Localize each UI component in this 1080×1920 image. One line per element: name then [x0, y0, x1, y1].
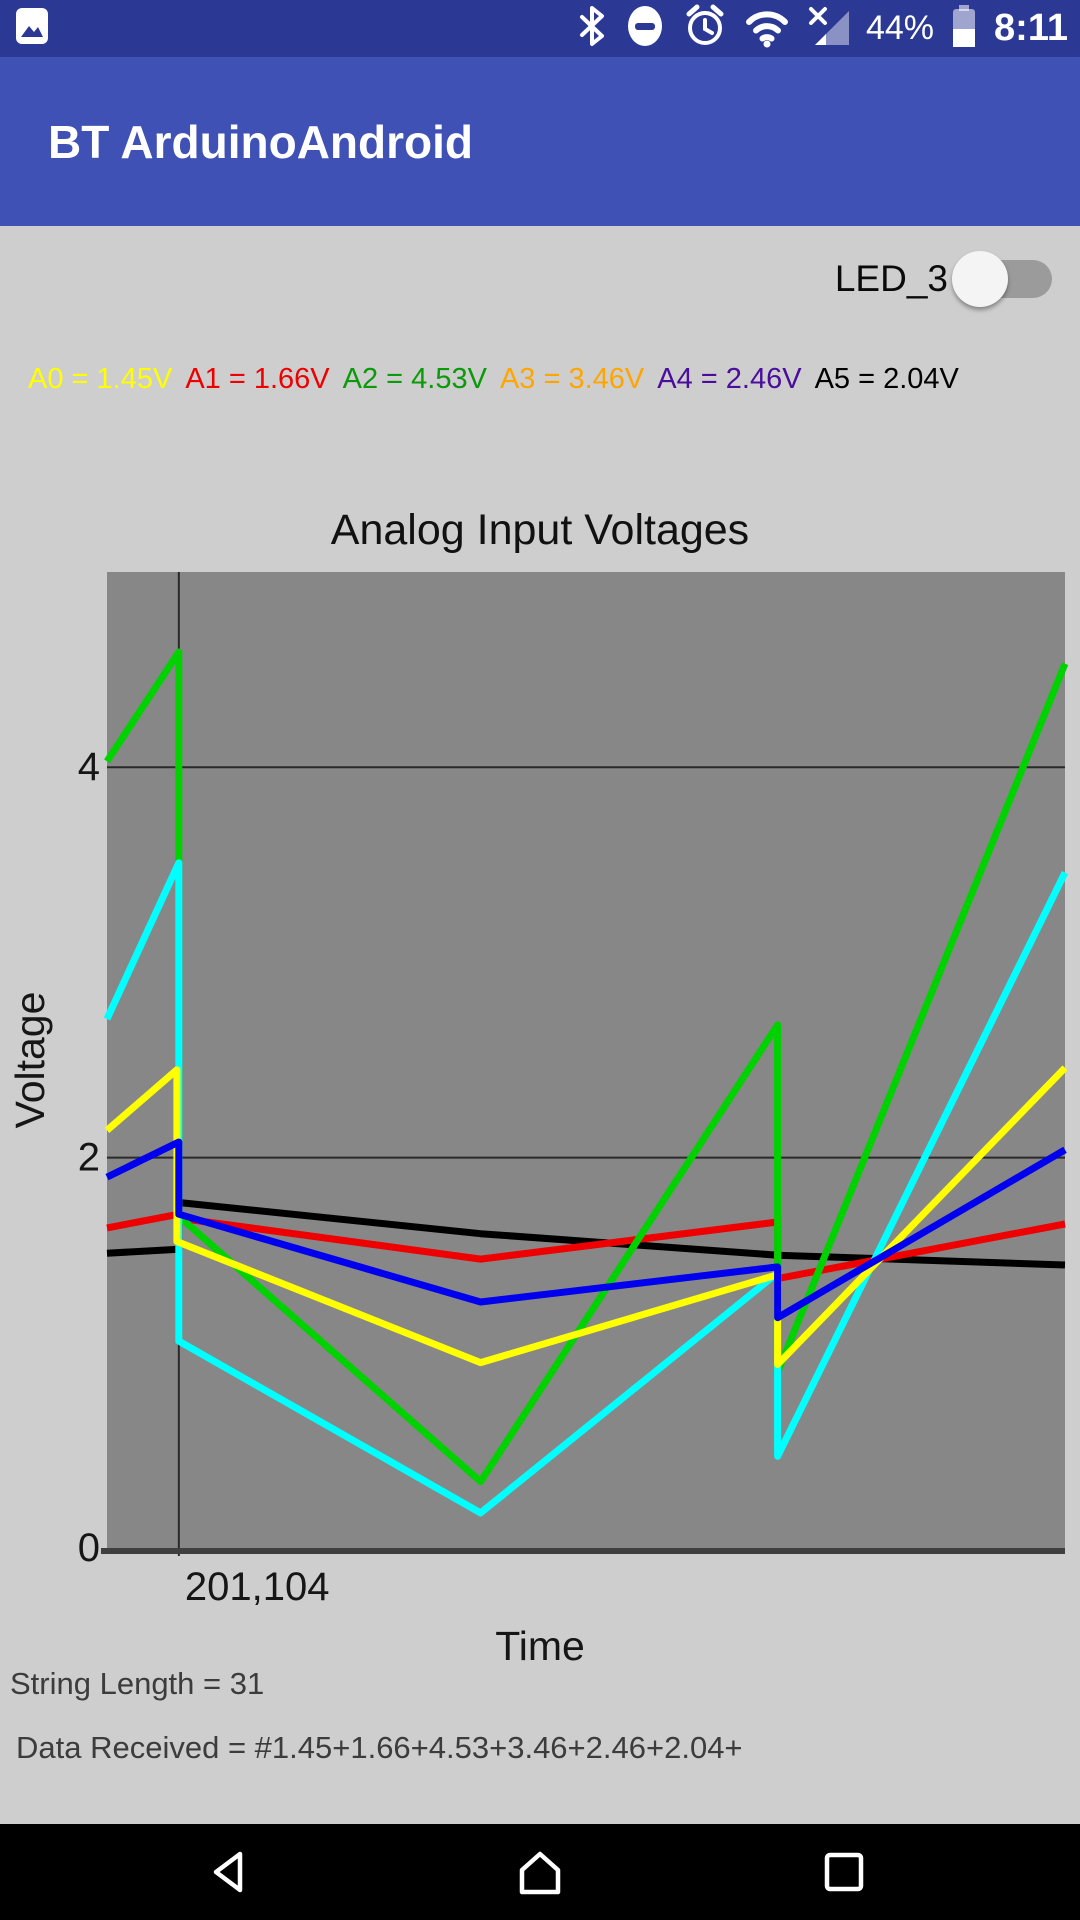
- do-not-disturb-icon: [622, 3, 668, 54]
- data-received-text: Data Received = #1.45+1.66+4.53+3.46+2.4…: [16, 1730, 743, 1765]
- x-axis-label: Time: [495, 1623, 585, 1669]
- battery-percent: 44%: [865, 9, 935, 47]
- clock-text: 8:11: [994, 7, 1068, 49]
- back-icon[interactable]: [204, 1846, 256, 1898]
- cellular-no-signal-icon: [805, 3, 853, 54]
- photo-notification-icon: [12, 6, 52, 51]
- led-toggle-label: LED_3: [834, 258, 948, 299]
- led-toggle-switch[interactable]: [952, 251, 1052, 307]
- x-tick-label: 201,104: [185, 1565, 330, 1609]
- led-toggle-row: LED_3: [835, 250, 1052, 308]
- wifi-icon: [742, 3, 792, 54]
- app-title: BT ArduinoAndroid: [48, 115, 473, 168]
- series-A4-line: [104, 1065, 1068, 1368]
- string-length-text: String Length = 31: [10, 1666, 265, 1701]
- navigation-bar: [0, 1824, 1080, 1920]
- voltage-reading-A4: A4 = 2.46V: [657, 363, 802, 395]
- voltage-reading-A5: A5 = 2.04V: [814, 363, 959, 395]
- plot-area: [107, 572, 1065, 1548]
- recents-icon[interactable]: [818, 1846, 870, 1898]
- series-A3-line: [103, 859, 1069, 1517]
- voltage-reading-A2: A2 = 4.53V: [342, 363, 487, 395]
- voltage-readings: A0 = 1.45V A1 = 1.66V A2 = 4.53V A3 = 3.46V…: [28, 363, 1068, 396]
- bluetooth-icon: [575, 3, 609, 54]
- voltage-reading-A0: A0 = 1.45V: [28, 363, 173, 395]
- series-A5-line: [105, 1138, 1067, 1322]
- app-bar: BT ArduinoAndroid: [0, 57, 1080, 226]
- alarm-icon: [681, 2, 729, 55]
- voltage-reading-A1: A1 = 1.66V: [185, 363, 330, 395]
- status-bar: 44% 8:11: [0, 0, 1080, 57]
- y-tick-label: 2: [78, 1136, 100, 1180]
- y-tick-label: 0: [78, 1526, 100, 1570]
- y-tick-label: 4: [78, 745, 100, 789]
- y-axis-label: Voltage: [7, 992, 53, 1129]
- voltage-reading-A3: A3 = 3.46V: [499, 363, 645, 395]
- chart-title: Analog Input Voltages: [330, 506, 750, 554]
- home-icon[interactable]: [514, 1846, 566, 1898]
- switch-thumb: [952, 251, 1008, 307]
- battery-icon: [947, 2, 981, 55]
- voltage-chart: 0 2 4 201,104 Time Voltage: [7, 572, 1069, 1669]
